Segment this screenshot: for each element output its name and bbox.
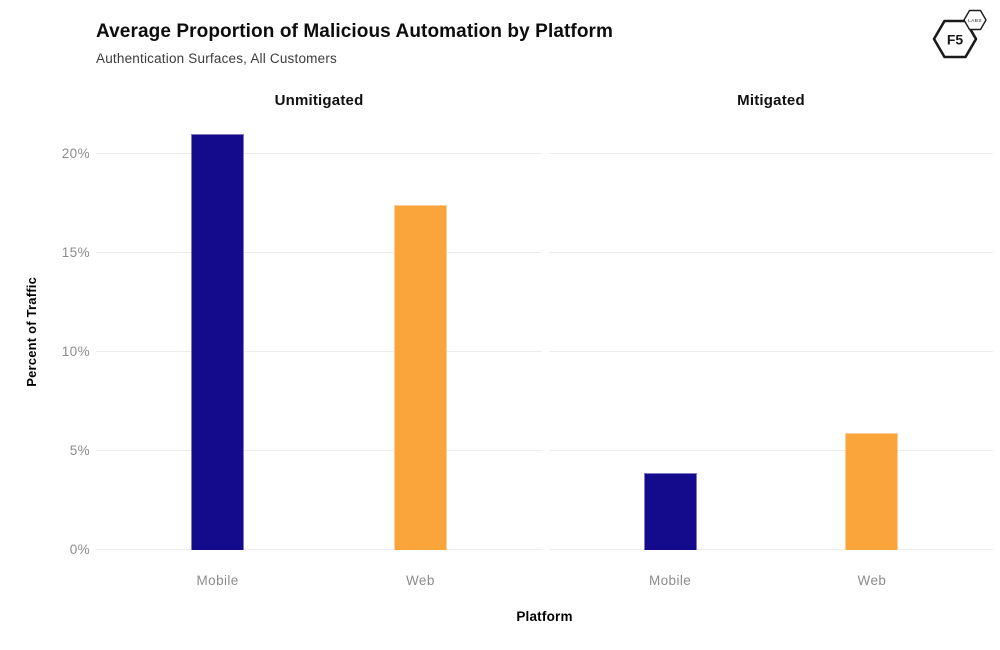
logo-f5-text: F5 [947,32,964,48]
f5-labs-logo: F5 LABS [932,9,987,59]
gridline-unmitigated-15% [96,251,542,253]
gridline-mitigated-5% [549,449,993,451]
bar-unmitigated-web [393,205,447,550]
gridline-unmitigated-0% [96,549,542,550]
y-tick-20%: 20% [61,145,90,161]
gridline-unmitigated-5% [96,449,542,451]
page-subtitle: Authentication Surfaces, All Customers [96,51,337,66]
bar-mitigated-web [845,433,899,550]
x-tick-mitigated-web: Web [857,573,887,588]
gridline-mitigated-20% [549,152,993,154]
facet-title-unmitigated: Unmitigated [274,92,364,109]
logo-labs-text: LABS [968,18,982,24]
y-tick-15%: 15% [61,244,90,260]
panel-unmitigated [96,120,542,550]
x-tick-unmitigated-mobile: Mobile [196,573,239,588]
gridline-mitigated-10% [549,350,993,352]
y-tick-0%: 0% [69,542,90,557]
y-tick-10%: 10% [61,343,90,359]
panel-mitigated [549,120,993,550]
gridline-unmitigated-20% [96,152,542,154]
gridline-mitigated-0% [549,549,993,550]
bar-unmitigated-mobile [191,133,245,550]
x-axis-title: Platform [516,609,573,624]
labs-hexagon-icon [963,9,987,31]
facet-title-mitigated: Mitigated [737,92,805,109]
page-title: Average Proportion of Malicious Automati… [96,21,614,42]
x-tick-unmitigated-web: Web [406,573,435,588]
x-tick-mitigated-mobile: Mobile [648,573,692,588]
gridline-unmitigated-10% [96,350,542,352]
f5-hexagon-icon [932,19,978,59]
gridline-mitigated-15% [549,251,993,253]
bar-mitigated-mobile [643,472,697,550]
y-tick-5%: 5% [69,442,90,458]
